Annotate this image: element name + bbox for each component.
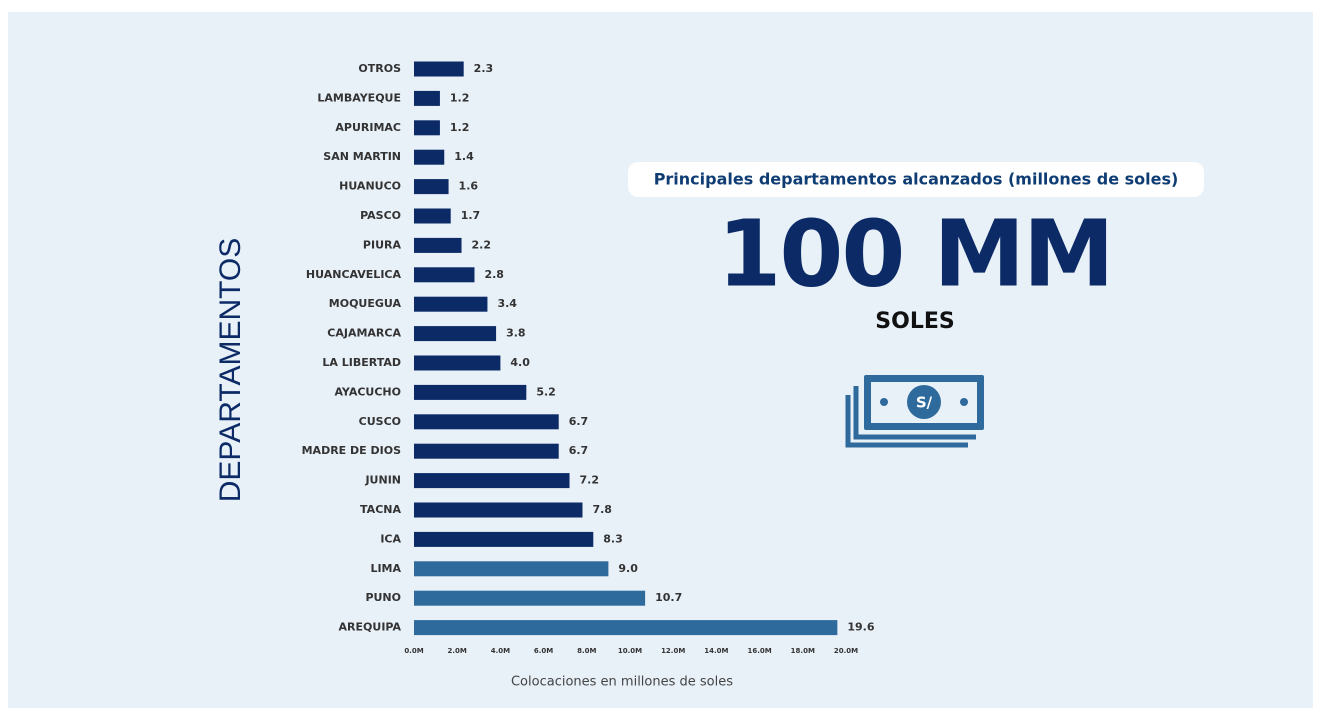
title-pill	[628, 162, 1204, 197]
x-tick-label: 6.0M	[534, 647, 553, 655]
value-label: 1.4	[454, 150, 474, 163]
bar	[414, 90, 440, 106]
x-tick-label: 0.0M	[404, 647, 423, 655]
value-label: 6.7	[569, 415, 589, 428]
svg-text:S/: S/	[916, 394, 933, 412]
y-tick-label: PUNO	[365, 591, 401, 604]
value-label: 7.8	[592, 503, 612, 516]
value-label: 1.7	[461, 209, 481, 222]
value-label: 1.2	[450, 91, 470, 104]
bar	[414, 502, 583, 518]
y-tick-label: HUANCAVELICA	[306, 268, 402, 281]
y-axis-label: DEPARTAMENTOS	[214, 238, 247, 503]
x-tick-label: 16.0M	[747, 647, 771, 655]
bar	[414, 179, 449, 195]
y-tick-label: APURIMAC	[335, 121, 401, 134]
y-tick-label: LAMBAYEQUE	[317, 91, 401, 104]
value-label: 1.2	[450, 121, 470, 134]
x-axis-label: Colocaciones en millones de soles	[511, 675, 733, 690]
bar	[414, 443, 559, 459]
x-tick-label: 8.0M	[577, 647, 596, 655]
value-label: 7.2	[580, 474, 600, 487]
value-label: 8.3	[603, 532, 623, 545]
bar	[414, 208, 451, 224]
bar	[414, 326, 497, 342]
bar	[414, 414, 559, 430]
y-tick-label: MOQUEGUA	[329, 297, 402, 310]
bar	[414, 120, 440, 136]
y-tick-label: TACNA	[360, 503, 401, 516]
y-tick-label: OTROS	[358, 62, 401, 75]
x-tick-label: 2.0M	[448, 647, 467, 655]
value-label: 3.8	[506, 327, 525, 340]
bar	[414, 590, 646, 606]
y-tick-label: LIMA	[370, 562, 401, 575]
x-tick-label: 14.0M	[704, 647, 728, 655]
y-tick-label: LA LIBERTAD	[322, 356, 401, 369]
y-tick-label: PIURA	[363, 238, 402, 251]
bar	[414, 61, 464, 77]
value-label: 2.8	[484, 268, 504, 281]
value-label: 2.3	[474, 62, 494, 75]
y-tick-label: SAN MARTIN	[323, 150, 401, 163]
x-tick-label: 12.0M	[661, 647, 685, 655]
bar	[414, 620, 838, 636]
bar	[414, 296, 488, 312]
value-label: 19.6	[847, 621, 874, 634]
value-label: 10.7	[655, 591, 682, 604]
y-tick-label: CAJAMARCA	[327, 327, 401, 340]
bar	[414, 355, 501, 371]
y-tick-label: HUANUCO	[339, 180, 401, 193]
headline: 100 MM	[717, 200, 1112, 307]
chart-title: Principales departamentos alcanzados (mi…	[654, 170, 1179, 189]
bar	[414, 561, 609, 577]
bar	[414, 149, 445, 165]
y-tick-label: JUNIN	[364, 474, 401, 487]
y-tick-label: AREQUIPA	[339, 621, 402, 634]
bar	[414, 237, 462, 253]
value-label: 9.0	[618, 562, 638, 575]
value-label: 4.0	[510, 356, 530, 369]
x-tick-label: 10.0M	[618, 647, 642, 655]
headline-unit: SOLES	[875, 309, 954, 334]
y-tick-label: PASCO	[360, 209, 401, 222]
value-label: 2.2	[472, 238, 492, 251]
money-icon: S/	[845, 375, 984, 448]
value-label: 6.7	[569, 444, 589, 457]
x-tick-label: 4.0M	[491, 647, 510, 655]
bar	[414, 267, 475, 283]
value-label: 5.2	[536, 385, 556, 398]
value-label: 3.4	[497, 297, 517, 310]
bar	[414, 384, 527, 400]
y-tick-label: MADRE DE DIOS	[302, 444, 401, 457]
y-tick-label: ICA	[380, 532, 401, 545]
y-tick-label: AYACUCHO	[334, 385, 401, 398]
value-label: 1.6	[459, 180, 479, 193]
x-tick-label: 18.0M	[791, 647, 815, 655]
bar	[414, 531, 594, 547]
bar	[414, 473, 570, 489]
y-tick-label: CUSCO	[359, 415, 401, 428]
x-tick-label: 20.0M	[834, 647, 858, 655]
panel	[8, 12, 1313, 708]
